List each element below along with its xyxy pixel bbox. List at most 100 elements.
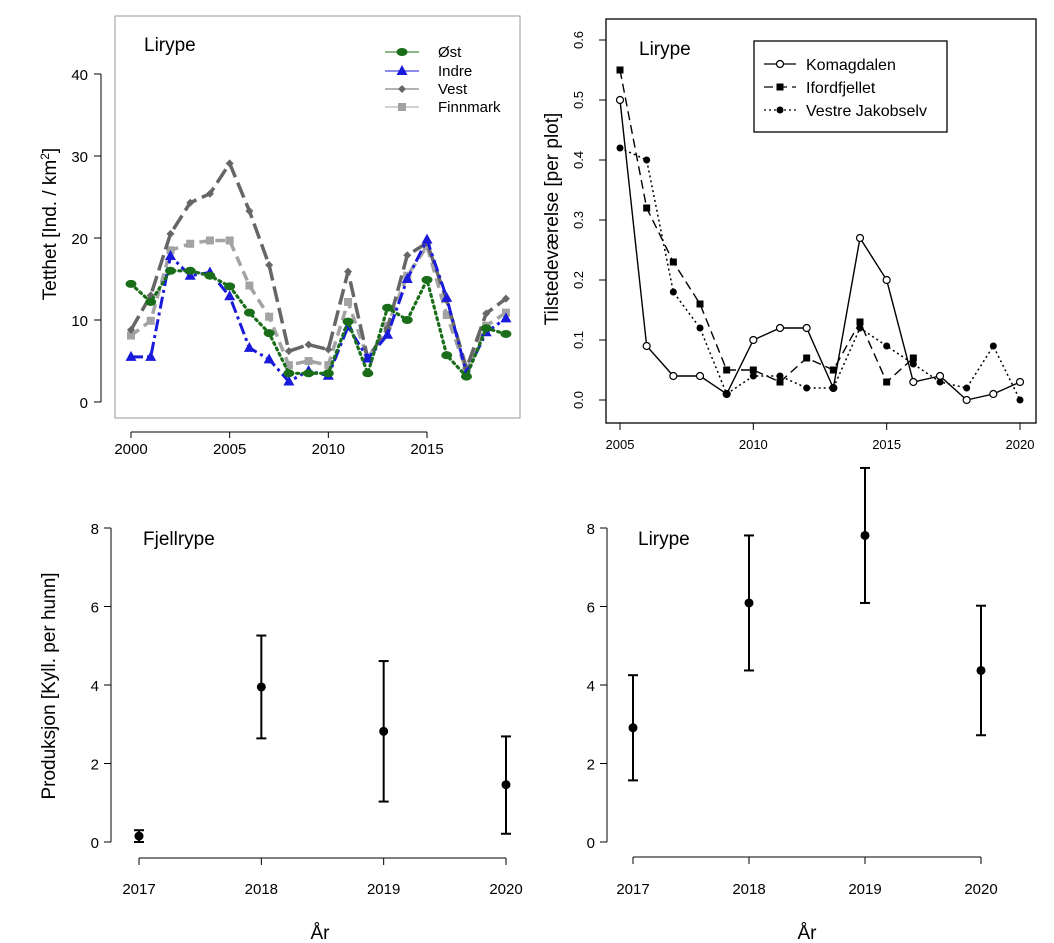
x-tick-label: 2005 — [213, 441, 246, 458]
data-point — [616, 144, 624, 152]
data-point — [775, 323, 785, 333]
data-point — [379, 726, 389, 736]
panel-label: Fjellrype — [143, 529, 215, 550]
data-point — [256, 682, 266, 692]
y-tick-label: 0.6 — [571, 31, 586, 49]
data-point — [146, 316, 155, 325]
y-tick-label: 4 — [91, 678, 99, 695]
data-point — [145, 297, 157, 306]
plot-frame — [605, 18, 1037, 424]
x-tick-label: 2010 — [312, 441, 345, 458]
legend-marker — [776, 106, 784, 114]
data-point — [669, 258, 677, 266]
data-point — [935, 371, 945, 381]
legend-marker — [396, 65, 408, 75]
data-point — [963, 384, 971, 392]
data-point — [909, 360, 917, 368]
x-tick-label: 2018 — [732, 881, 765, 898]
data-point — [265, 261, 274, 270]
data-point — [284, 361, 293, 370]
data-point — [749, 335, 758, 345]
y-tick-label: 0.1 — [571, 331, 586, 349]
data-point — [976, 665, 986, 675]
y-tick-label: 10 — [71, 313, 88, 330]
data-point — [263, 329, 275, 338]
data-point — [205, 236, 214, 245]
data-point — [304, 340, 313, 349]
x-tick-label: 2005 — [606, 437, 635, 452]
data-point — [500, 312, 512, 323]
data-point — [184, 266, 196, 275]
data-point — [164, 266, 176, 275]
data-point — [695, 371, 705, 381]
panel-label: Lirype — [639, 39, 691, 60]
legend-marker — [398, 103, 406, 111]
y-tick-label: 0.4 — [571, 151, 586, 169]
series-line — [619, 147, 1021, 401]
data-point — [723, 366, 731, 374]
data-point — [166, 229, 175, 238]
data-point — [855, 233, 865, 243]
y-tick-label: 0.2 — [571, 271, 586, 289]
series-line — [619, 69, 914, 384]
data-point — [134, 831, 144, 841]
legend-label: Vestre Jakobselv — [806, 103, 927, 120]
data-point — [283, 369, 295, 378]
data-point — [909, 354, 917, 362]
data-point — [224, 290, 236, 301]
y-tick-label: 30 — [71, 149, 88, 166]
x-tick-label: 2015 — [872, 437, 901, 452]
data-point — [243, 308, 255, 317]
y-tick-label: 6 — [91, 600, 99, 617]
data-point — [616, 66, 624, 74]
y-tick-label: 40 — [71, 67, 88, 84]
lirype-production-panel: 0 2 4 6 8 2017 2018 2019 2020 År Lirype — [587, 466, 998, 943]
y-axis-label: Tetthet [Ind. / km2] — [38, 148, 61, 300]
legend-label: Komagdalen — [806, 57, 896, 74]
data-point — [776, 372, 784, 380]
data-point — [1016, 396, 1024, 404]
data-point — [442, 311, 451, 320]
data-point — [500, 329, 512, 338]
y-tick-label: 0 — [91, 835, 99, 852]
series-line — [129, 238, 507, 373]
data-point — [204, 271, 216, 280]
data-point — [441, 291, 453, 302]
data-point — [382, 328, 394, 339]
x-tick-label: 2020 — [1006, 437, 1035, 452]
x-tick-label: 2020 — [964, 881, 997, 898]
data-point — [342, 317, 354, 326]
density-chart-panel: 2000 2005 2010 2015 0 10 20 30 40 Tetthet [Ind. /… — [38, 15, 521, 458]
data-point — [802, 323, 811, 333]
data-point — [856, 324, 864, 332]
legend-marker — [398, 85, 406, 93]
data-point — [401, 273, 413, 283]
series-line — [131, 238, 507, 383]
data-point — [803, 384, 811, 392]
data-point — [344, 297, 353, 306]
data-point — [776, 378, 784, 386]
legend-marker — [775, 59, 785, 69]
data-point — [362, 369, 374, 378]
data-point — [936, 378, 944, 386]
y-axis-label: Produksjon [Kyll. per hunn] — [39, 572, 60, 799]
y-tick-label: 0.3 — [571, 211, 586, 229]
x-tick-label: 2017 — [122, 881, 155, 898]
data-point — [480, 324, 492, 333]
data-point — [186, 198, 195, 207]
series-line — [619, 99, 1021, 401]
data-point — [245, 281, 254, 290]
data-point — [501, 294, 510, 303]
data-point — [263, 353, 275, 364]
y-tick-label: 4 — [587, 678, 595, 695]
data-point — [883, 342, 891, 350]
data-point — [615, 95, 625, 105]
data-point — [324, 345, 333, 354]
data-point — [628, 723, 638, 733]
data-point — [501, 780, 511, 790]
y-axis-label: Tilstedeværelse [per plot] — [542, 113, 563, 326]
data-point — [860, 530, 870, 540]
data-point — [225, 236, 234, 245]
presence-chart-panel: 2005 2010 2015 2020 0.0 0.1 0.2 0.3 0.4 0.5 0.6 Til… — [542, 18, 1037, 452]
data-point — [696, 324, 704, 332]
